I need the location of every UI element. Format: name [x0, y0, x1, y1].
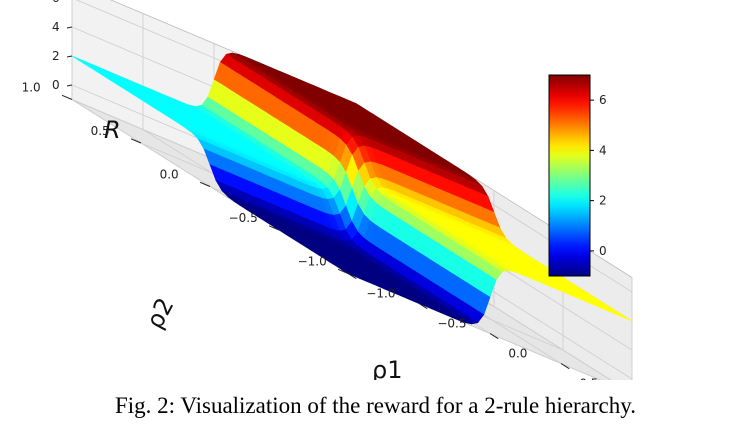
z-tick-label: 2 — [52, 49, 60, 63]
colorbar-tick-label: 6 — [599, 93, 607, 107]
y-tick-label: 1.0 — [22, 81, 41, 95]
y-tick-mark — [337, 268, 349, 274]
z-axis-label: R — [104, 116, 121, 144]
y-axis-label: ρ2 — [140, 293, 179, 333]
y-tick-label: −1.0 — [298, 255, 327, 269]
x-tick-label: −1.0 — [366, 287, 395, 301]
figure-caption: Fig. 2: Visualization of the reward for … — [114, 393, 637, 418]
y-tick-label: −0.5 — [229, 211, 258, 225]
z-tick-mark — [66, 84, 73, 87]
surface-patch — [341, 269, 355, 277]
y-tick-mark — [61, 94, 73, 100]
y-tick-mark — [130, 138, 142, 144]
z-tick-label: 4 — [52, 20, 60, 34]
colorbar-gradient — [548, 74, 591, 277]
z-tick-mark — [66, 55, 73, 58]
x-tick-mark — [418, 303, 428, 310]
x-tick-mark — [489, 333, 499, 340]
reward-surface-plot: R ρ1 ρ2 −1.0−0.50.00.51.0−1.0−0.50.00.51… — [22, 0, 633, 380]
colorbar-tick-label: 2 — [599, 194, 607, 208]
colorbar: 0 2 4 6 — [548, 74, 607, 277]
reward-surface — [71, 52, 633, 325]
y-tick-mark — [268, 225, 280, 231]
colorbar-tick-label: 0 — [599, 244, 607, 258]
z-tick-label: 6 — [52, 0, 60, 5]
x-tick-mark — [347, 273, 357, 280]
z-tick-mark — [66, 26, 73, 29]
colorbar-tick-label: 4 — [599, 143, 607, 157]
x-tick-label: −0.5 — [437, 317, 466, 331]
y-tick-label: 0.5 — [91, 124, 110, 138]
x-tick-label: 0.0 — [508, 347, 527, 361]
y-tick-label: 0.0 — [160, 168, 179, 182]
z-tick-label: 0 — [52, 78, 60, 92]
y-tick-mark — [199, 181, 211, 187]
x-tick-mark — [560, 363, 570, 370]
x-tick-label: 0.5 — [579, 377, 598, 380]
x-axis-label: ρ1 — [372, 356, 403, 380]
